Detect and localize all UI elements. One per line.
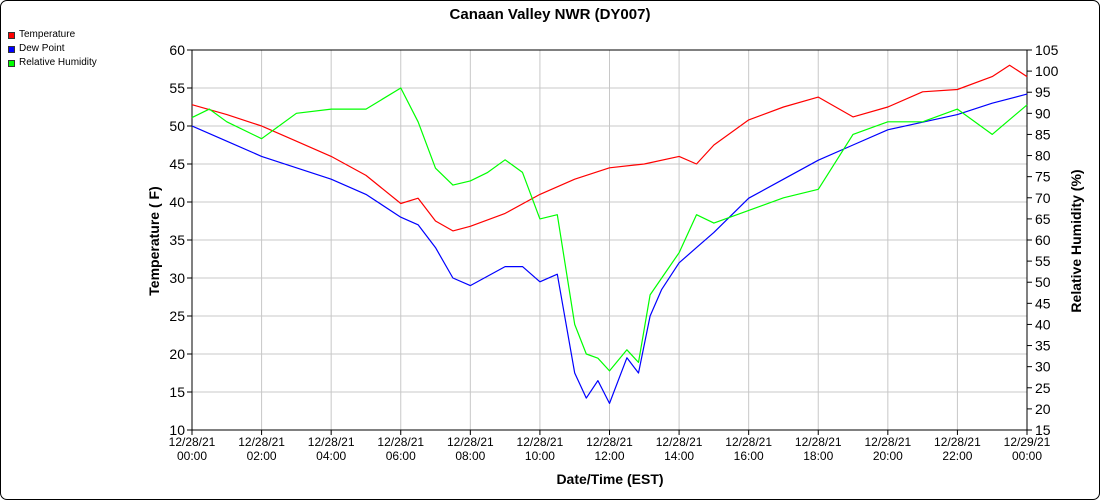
y-tick-label: 50 [169, 118, 185, 134]
x-axis-label: Date/Time (EST) [556, 471, 663, 487]
x-tick-label-date: 12/28/21 [169, 435, 216, 449]
y2-tick-label: 70 [1035, 190, 1051, 206]
y2-tick-label: 45 [1035, 295, 1051, 311]
x-tick-label-time: 02:00 [247, 449, 277, 463]
legend-label-dew-point: Dew Point [19, 43, 65, 54]
y2-tick-label: 60 [1035, 232, 1051, 248]
x-tick-label-date: 12/28/21 [795, 435, 842, 449]
plot-border [191, 49, 1028, 431]
y2-tick-label: 30 [1035, 359, 1051, 375]
legend-swatch-dew-point [8, 45, 15, 53]
legend-swatch-relative-humidity [8, 59, 15, 67]
y-tick-label: 30 [169, 270, 185, 286]
y-tick-label: 40 [169, 194, 185, 210]
x-tick-label-time: 10:00 [525, 449, 555, 463]
y2-tick-label: 25 [1035, 380, 1051, 396]
x-tick-label-date: 12/29/21 [1004, 435, 1051, 449]
series-layer [191, 64, 1028, 404]
legend: Temperature Dew Point Relative Humidity [8, 28, 97, 70]
legend-label-relative-humidity: Relative Humidity [19, 57, 97, 68]
y2-tick-label: 20 [1035, 401, 1051, 417]
x-tick-label-time: 16:00 [734, 449, 764, 463]
y2-tick-label: 50 [1035, 274, 1051, 290]
legend-label-temperature: Temperature [19, 29, 76, 40]
x-tick-label-date: 12/28/21 [725, 435, 772, 449]
y2-tick-label: 35 [1035, 338, 1051, 354]
x-tick-label-date: 12/28/21 [447, 435, 494, 449]
y-tick-label: 55 [169, 80, 185, 96]
y-tick-label: 35 [169, 232, 185, 248]
x-tick-label-date: 12/28/21 [238, 435, 285, 449]
x-tick-label-date: 12/28/21 [517, 435, 564, 449]
axes: 10 15 20 25 30 35 40 45 50 55 60 15 20 25 30 35 40 45 50 55… [169, 42, 1059, 463]
x-tick-label-date: 12/28/21 [586, 435, 633, 449]
y-tick-label: 60 [169, 42, 185, 58]
x-tick-label-time: 12:00 [594, 449, 624, 463]
grid-lines [191, 49, 1028, 431]
legend-item-temperature: Temperature [8, 28, 97, 42]
x-tick-label-time: 22:00 [942, 449, 972, 463]
x-tick-label-time: 00:00 [1012, 449, 1042, 463]
y-tick-label: 15 [169, 384, 185, 400]
y-axis-label: Temperature ( F) [146, 186, 162, 295]
x-tick-label-time: 08:00 [455, 449, 485, 463]
y-tick-label: 20 [169, 346, 185, 362]
chart-title: Canaan Valley NWR (DY007) [450, 6, 651, 23]
y-tick-label: 10 [169, 422, 185, 438]
y2-tick-label: 105 [1035, 42, 1059, 58]
x-tick-label-time: 20:00 [873, 449, 903, 463]
x-tick-label-date: 12/28/21 [864, 435, 911, 449]
y2-tick-label: 100 [1035, 63, 1059, 79]
series-line-temperature [191, 64, 1028, 232]
y2-tick-label: 95 [1035, 84, 1051, 100]
x-tick-label-date: 12/28/21 [308, 435, 355, 449]
y-tick-label: 45 [169, 156, 185, 172]
y2-axis-label: Relative Humidity (%) [1068, 169, 1084, 312]
y2-tick-label: 15 [1035, 422, 1051, 438]
y2-tick-label: 75 [1035, 169, 1051, 185]
y2-tick-label: 90 [1035, 105, 1051, 121]
y2-tick-label: 40 [1035, 316, 1051, 332]
legend-item-dew-point: Dew Point [8, 42, 97, 56]
y2-tick-label: 55 [1035, 253, 1051, 269]
x-tick-label-date: 12/28/21 [656, 435, 703, 449]
x-tick-label-time: 00:00 [177, 449, 207, 463]
x-tick-label-date: 12/28/21 [377, 435, 424, 449]
y2-tick-label: 65 [1035, 211, 1051, 227]
legend-item-relative-humidity: Relative Humidity [8, 56, 97, 70]
x-tick-label-time: 06:00 [386, 449, 416, 463]
y-tick-label: 25 [169, 308, 185, 324]
x-tick-label-time: 18:00 [803, 449, 833, 463]
x-tick-label-time: 14:00 [664, 449, 694, 463]
series-line-relative-humidity [191, 87, 1028, 372]
y2-tick-label: 80 [1035, 148, 1051, 164]
x-tick-label-time: 04:00 [316, 449, 346, 463]
x-tick-label-date: 12/28/21 [934, 435, 981, 449]
series-line-dew-point [191, 93, 1028, 404]
y2-tick-label: 85 [1035, 126, 1051, 142]
legend-swatch-temperature [8, 31, 15, 39]
